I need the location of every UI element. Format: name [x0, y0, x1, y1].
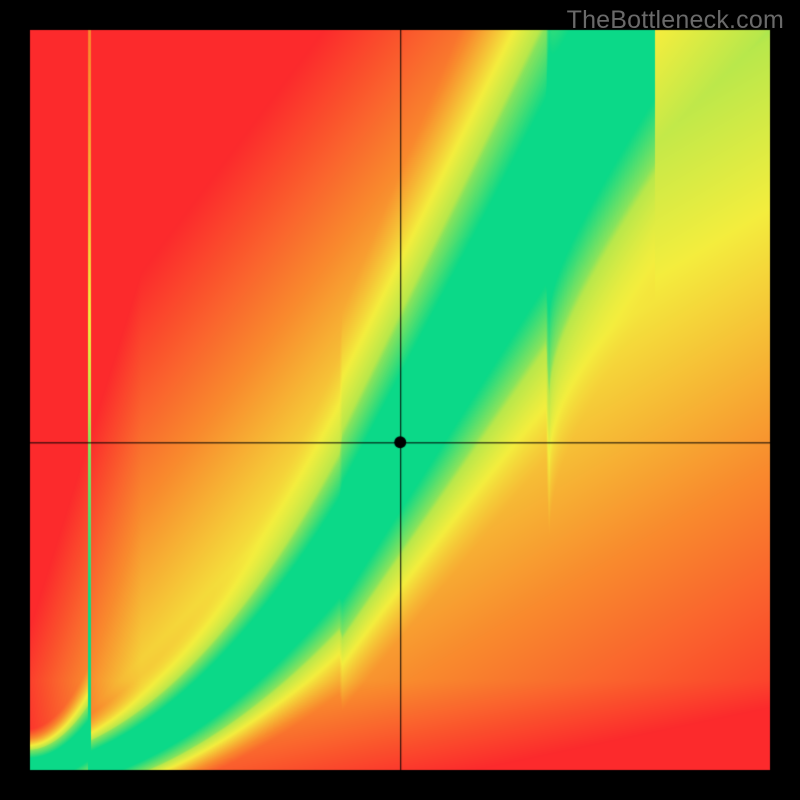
- heatmap-canvas: [0, 0, 800, 800]
- watermark-text: TheBottleneck.com: [567, 6, 784, 35]
